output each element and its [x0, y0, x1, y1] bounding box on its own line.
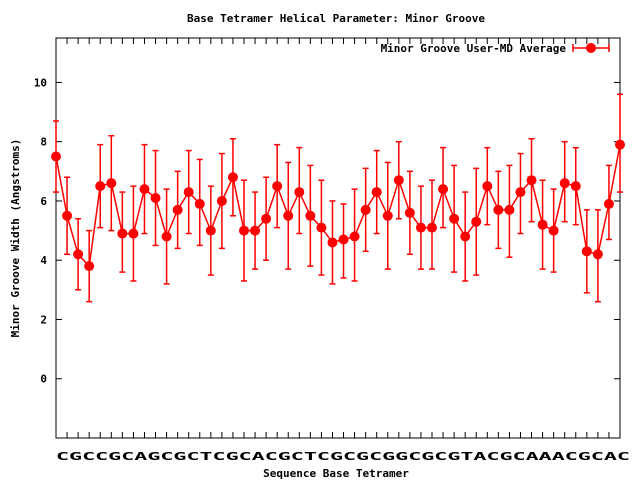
data-point — [316, 222, 327, 233]
data-point — [172, 204, 183, 215]
data-point — [327, 237, 338, 248]
data-point — [239, 225, 249, 236]
data-point — [360, 204, 371, 215]
data-point — [161, 231, 172, 242]
data-point — [581, 246, 592, 257]
y-tick-label: 6 — [40, 195, 47, 208]
data-point — [349, 231, 360, 242]
data-point — [393, 175, 404, 186]
data-point — [471, 216, 482, 227]
y-tick-label: 10 — [34, 76, 47, 89]
data-point — [216, 195, 227, 206]
data-point — [404, 207, 415, 218]
x-tick-labels: CGCCGCAGCGCTCGCACGCTCGCGCGGCGCGTACGCAAAC… — [56, 450, 630, 463]
data-point — [250, 225, 261, 236]
legend-label: Minor Groove User-MD Average — [381, 42, 567, 55]
data-point — [117, 228, 128, 239]
y-axis: 0 2 4 6 8 10 — [34, 76, 620, 386]
data-point — [338, 234, 349, 245]
data-point — [128, 228, 139, 239]
plot-frame — [55, 37, 621, 439]
data-point — [62, 210, 73, 221]
data-point — [183, 187, 194, 198]
data-point — [449, 213, 460, 224]
data-point — [548, 225, 559, 236]
data-point — [95, 181, 106, 192]
data-point — [515, 187, 526, 198]
data-point — [139, 184, 150, 195]
data-point — [382, 210, 393, 221]
legend-marker — [586, 43, 596, 53]
data-point — [272, 181, 283, 192]
data-point — [493, 204, 504, 215]
data-point — [592, 249, 603, 260]
data-point — [283, 210, 294, 221]
data-point — [504, 204, 515, 215]
series-line — [55, 144, 621, 268]
data-point — [205, 225, 216, 236]
data-point — [537, 219, 548, 230]
series-layer — [51, 93, 625, 303]
data-point — [84, 261, 95, 272]
legend: Minor Groove User-MD Average — [381, 42, 610, 55]
data-point — [305, 210, 316, 221]
data-point — [294, 187, 305, 198]
data-point — [106, 178, 117, 189]
data-point — [261, 213, 272, 224]
data-point — [194, 198, 205, 209]
y-tick-label: 8 — [40, 136, 47, 149]
data-point — [603, 198, 614, 209]
data-point — [415, 222, 426, 233]
data-point — [427, 222, 437, 233]
data-point — [371, 187, 382, 198]
y-axis-label: Minor Groove Width (Angstroms) — [9, 139, 22, 338]
data-point — [438, 184, 449, 195]
data-point — [150, 193, 161, 203]
y-tick-label: 4 — [40, 254, 47, 267]
data-point — [482, 181, 493, 192]
data-point — [615, 139, 625, 150]
y-tick-label: 0 — [40, 373, 47, 386]
y-tick-label: 2 — [40, 313, 47, 326]
data-point — [570, 181, 581, 192]
data-point — [227, 172, 238, 183]
chart-title: Base Tetramer Helical Parameter: Minor G… — [187, 12, 485, 25]
data-point — [559, 178, 570, 189]
data-point — [51, 151, 61, 162]
data-point — [526, 175, 537, 186]
data-point — [73, 249, 84, 260]
data-point — [460, 231, 471, 242]
x-axis: CGCCGCAGCGCTCGCACGCTCGCGCGGCGCGTACGCAAAC… — [55, 38, 630, 463]
x-axis-label: Sequence Base Tetramer — [263, 467, 409, 480]
